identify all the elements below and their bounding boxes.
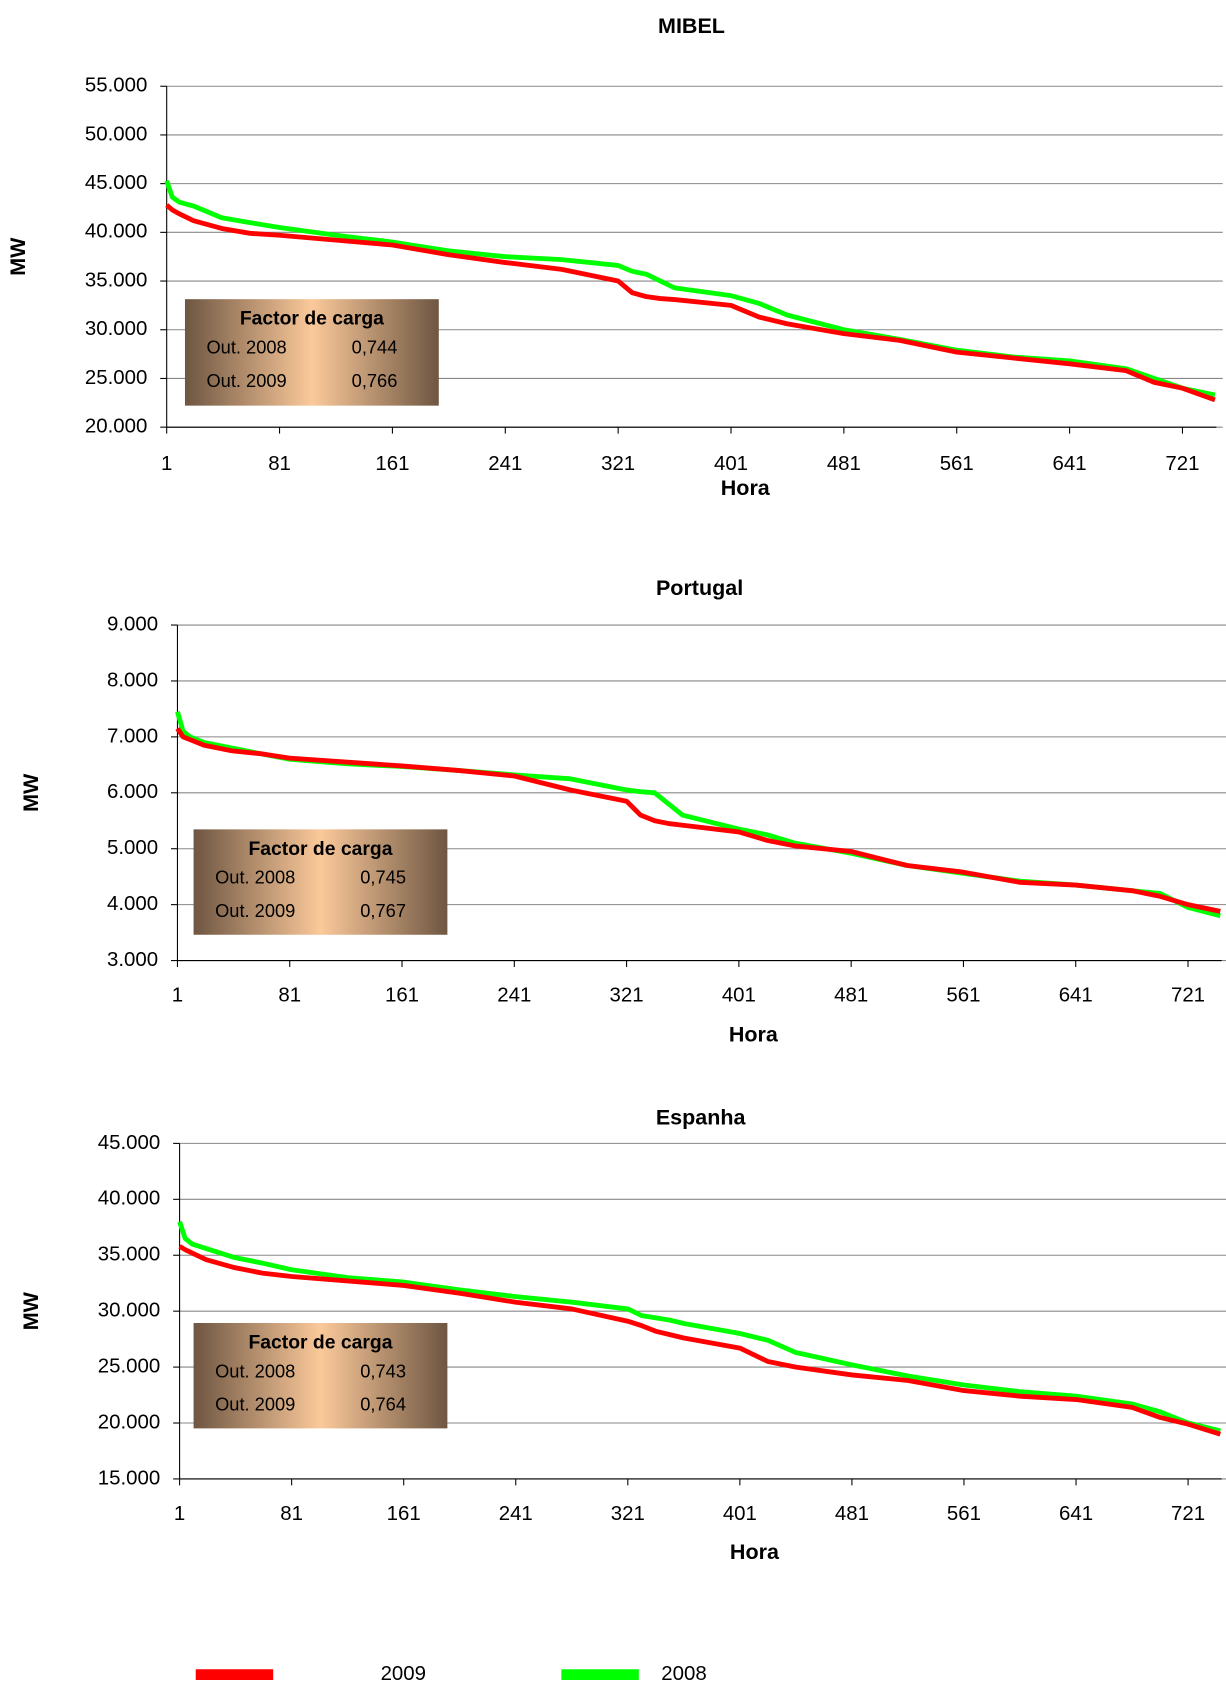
factor-title: Factor de carga (248, 838, 392, 860)
x-tick-label: 1 (161, 453, 172, 475)
y-tick-label: 30.000 (98, 1300, 160, 1322)
factor-label: Out. 2009 (215, 900, 295, 921)
x-tick-label: 561 (947, 1503, 981, 1525)
x-tick-label: 481 (835, 1503, 869, 1525)
y-tick-label: 9.000 (107, 613, 158, 635)
y-tick-label: 7.000 (107, 725, 158, 747)
x-tick-label: 321 (610, 984, 644, 1006)
x-tick-label: 1 (174, 1503, 185, 1525)
x-tick-label: 401 (722, 984, 756, 1006)
factor-label: Out. 2009 (206, 370, 286, 391)
y-tick-label: 50.000 (85, 123, 147, 145)
series-line (175, 727, 1221, 914)
x-tick-label: 641 (1053, 453, 1087, 475)
x-axis-title: Hora (730, 1540, 780, 1564)
factor-box (193, 1322, 448, 1429)
y-tick-label: 15.000 (98, 1467, 160, 1489)
x-tick-label: 401 (714, 453, 748, 475)
factor-box (184, 299, 439, 406)
x-tick-label: 561 (946, 984, 980, 1006)
y-tick-label: 25.000 (98, 1355, 160, 1377)
x-tick-label: 721 (1171, 984, 1205, 1006)
y-tick-label: 35.000 (98, 1244, 160, 1266)
y-tick-label: 25.000 (85, 367, 147, 389)
y-tick-label: 45.000 (85, 172, 147, 194)
x-tick-label: 241 (497, 984, 531, 1006)
legend-label: 2008 (661, 1663, 706, 1685)
x-tick-label: 161 (385, 984, 419, 1006)
y-axis-title: MW (19, 773, 43, 812)
y-tick-label: 8.000 (107, 669, 158, 691)
y-tick-label: 55.000 (85, 75, 147, 97)
series-line (165, 203, 1216, 403)
legend-label: 2009 (381, 1663, 426, 1685)
x-tick-label: 81 (268, 453, 291, 475)
factor-value: 0,745 (360, 867, 406, 888)
factor-value: 0,764 (360, 1394, 406, 1415)
series-line (177, 1220, 1221, 1434)
x-tick-label: 81 (278, 984, 301, 1006)
y-axis-title: MW (6, 237, 30, 276)
x-tick-label: 241 (488, 453, 522, 475)
y-tick-label: 3.000 (107, 949, 158, 971)
series-line (178, 1244, 1222, 1437)
y-tick-label: 4.000 (107, 893, 158, 915)
x-tick-label: 641 (1059, 984, 1093, 1006)
x-tick-label: 321 (601, 453, 635, 475)
x-tick-label: 561 (940, 453, 974, 475)
y-tick-label: 30.000 (85, 318, 147, 340)
x-tick-label: 321 (611, 1503, 645, 1525)
x-tick-label: 481 (827, 453, 861, 475)
x-tick-label: 161 (375, 453, 409, 475)
factor-box (193, 829, 448, 935)
y-tick-label: 40.000 (85, 221, 147, 243)
factor-value: 0,744 (352, 336, 398, 357)
factor-title: Factor de carga (248, 1332, 392, 1354)
x-tick-label: 161 (387, 1503, 421, 1525)
y-tick-label: 5.000 (107, 837, 158, 859)
factor-label: Out. 2009 (215, 1394, 295, 1415)
factor-label: Out. 2008 (206, 336, 286, 357)
factor-title: Factor de carga (240, 308, 384, 330)
y-tick-label: 20.000 (85, 416, 147, 438)
x-tick-label: 481 (834, 984, 868, 1006)
x-tick-label: 721 (1165, 453, 1199, 475)
y-tick-label: 20.000 (98, 1411, 160, 1433)
chart-title: MIBEL (658, 14, 725, 38)
y-axis-title: MW (19, 1291, 43, 1330)
y-tick-label: 45.000 (98, 1132, 160, 1154)
x-axis-title: Hora (721, 476, 771, 500)
x-tick-label: 641 (1059, 1503, 1093, 1525)
x-tick-label: 241 (499, 1503, 533, 1525)
factor-value: 0,767 (360, 900, 406, 921)
y-tick-label: 35.000 (85, 269, 147, 291)
x-axis-title: Hora (729, 1023, 779, 1047)
chart-title: Portugal (656, 576, 743, 600)
y-tick-label: 40.000 (98, 1188, 160, 1210)
factor-label: Out. 2008 (215, 1360, 295, 1381)
x-tick-label: 81 (280, 1503, 303, 1525)
factor-label: Out. 2008 (215, 867, 295, 888)
factor-value: 0,766 (352, 370, 398, 391)
factor-value: 0,743 (360, 1360, 406, 1381)
x-tick-label: 721 (1171, 1503, 1205, 1525)
x-tick-label: 401 (723, 1503, 757, 1525)
y-tick-label: 6.000 (107, 781, 158, 803)
chart-title: Espanha (656, 1105, 747, 1129)
x-tick-label: 1 (172, 984, 183, 1006)
